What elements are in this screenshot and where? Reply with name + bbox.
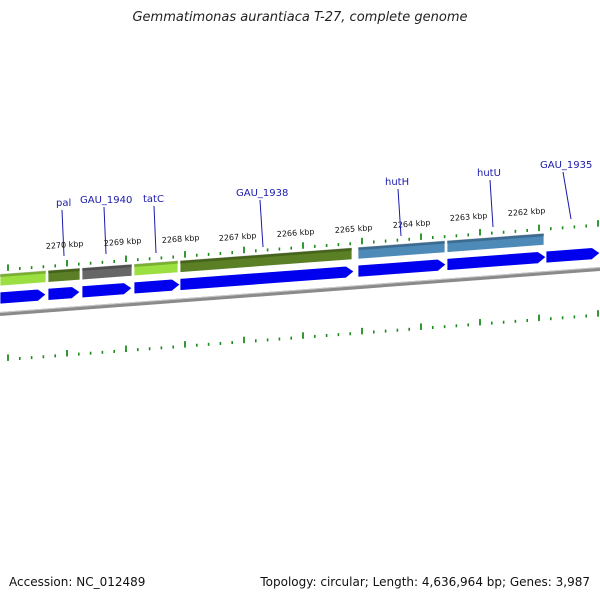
upper-tick-ring bbox=[7, 220, 599, 271]
kbp-label: 2265 kbp bbox=[334, 223, 372, 235]
gene-label: GAU_1938 bbox=[236, 188, 288, 199]
gene-leader-line bbox=[61, 209, 65, 257]
cog-gene-shade bbox=[0, 270, 46, 277]
cog-gene-block bbox=[357, 240, 446, 260]
backbone-highlight bbox=[0, 267, 600, 313]
cds-arrow bbox=[179, 265, 355, 291]
cog-gene-shade bbox=[48, 268, 80, 274]
gene-leader-line bbox=[153, 205, 157, 254]
backbone-line bbox=[0, 267, 600, 316]
cog-gene-shade bbox=[358, 240, 445, 251]
kbp-label: 2263 kbp bbox=[449, 211, 487, 223]
cds-arrow bbox=[357, 258, 447, 278]
cog-gene-block bbox=[47, 267, 81, 283]
map-title: Gemmatimonas aurantiaca T-27, complete g… bbox=[132, 10, 468, 25]
backbone-ring bbox=[0, 267, 600, 316]
cog-gene-shade bbox=[180, 247, 352, 264]
cog-gene-block bbox=[133, 260, 179, 277]
kbp-label: 2264 kbp bbox=[392, 218, 430, 230]
kbp-label: 2262 kbp bbox=[507, 206, 545, 218]
cog-gene-shade bbox=[82, 264, 132, 271]
kbp-label: 2270 kbp bbox=[45, 239, 83, 251]
gene-leader-line bbox=[397, 188, 402, 237]
kbp-scale-labels: 2270 kbp 2269 kbp 2268 kbp 2267 kbp 2266 kbp… bbox=[45, 206, 545, 251]
gene-label: GAU_1940 bbox=[80, 195, 132, 206]
cds-arrow bbox=[0, 288, 47, 305]
cog-feature-track bbox=[0, 232, 545, 287]
gene-leader-line bbox=[259, 199, 264, 248]
gene-label: pal bbox=[56, 198, 71, 209]
kbp-label: 2267 kbp bbox=[218, 231, 256, 243]
cds-feature-track bbox=[0, 247, 600, 305]
gene-label: hutH bbox=[385, 177, 409, 188]
cog-gene-block bbox=[81, 263, 133, 281]
cds-arrow bbox=[133, 278, 181, 295]
lower-tick-ring bbox=[7, 310, 599, 361]
kbp-label: 2266 kbp bbox=[276, 227, 314, 239]
cog-gene-block bbox=[179, 247, 353, 273]
kbp-label: 2269 kbp bbox=[103, 236, 141, 248]
accession-text: Accession: NC_012489 bbox=[9, 575, 146, 589]
gene-label: hutU bbox=[477, 168, 501, 179]
cog-gene-shade bbox=[447, 233, 544, 244]
kbp-label: 2268 kbp bbox=[161, 233, 199, 245]
cog-gene-block bbox=[0, 270, 47, 287]
cds-arrow bbox=[545, 247, 600, 264]
gene-leader-line bbox=[489, 179, 494, 228]
cog-gene-shade bbox=[134, 260, 178, 267]
cog-gene-block bbox=[446, 232, 545, 253]
cds-arrow bbox=[81, 282, 133, 299]
gene-label: tatC bbox=[143, 194, 164, 205]
genome-summary: Topology: circular; Length: 4,636,964 bp… bbox=[260, 575, 590, 589]
gene-leader-line bbox=[103, 206, 107, 255]
gene-label: GAU_1935 bbox=[540, 160, 592, 171]
cds-arrow bbox=[47, 286, 81, 301]
gene-leader-line bbox=[562, 171, 572, 220]
cds-arrow bbox=[446, 251, 547, 271]
gene-labels: pal GAU_1940 tatC GAU_1938 hutH hutU GAU_1935 bbox=[56, 160, 592, 257]
